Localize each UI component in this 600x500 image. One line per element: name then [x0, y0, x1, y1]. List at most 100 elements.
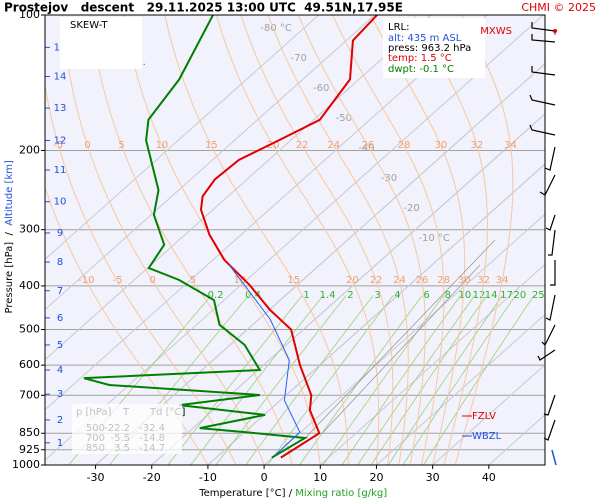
pseudo-adiabat [332, 15, 445, 465]
guide-line [303, 239, 496, 441]
mixing-ratio-line [167, 295, 303, 465]
lrl-dwpt: dwpt: -0.1 °C [388, 64, 454, 75]
altitude-label: 2 [57, 415, 63, 426]
altitude-label: 10 [54, 197, 67, 208]
altitude-label: 8 [57, 257, 63, 268]
y-tick-label: 925 [19, 443, 40, 456]
isotherm-line [263, 213, 545, 465]
isotherm-label: -80 °C [260, 23, 292, 34]
x-tick-label: 10 [313, 471, 327, 484]
mixing-ratio-label: 20 [514, 290, 527, 301]
altitude-label: 7 [57, 286, 63, 297]
isotherm-label: -40 [358, 143, 374, 154]
mixing-ratio-line [267, 295, 394, 465]
mixing-ratio-line [423, 295, 535, 465]
isotherm-line [45, 15, 488, 411]
pseudo-adiabat-label: 30 [458, 275, 471, 286]
pseudo-adiabat [89, 15, 293, 465]
mixing-ratio-label: 0.2 [208, 290, 224, 301]
mixing-ratio-label: 12 [473, 290, 486, 301]
isotherm-label: -10 °C [418, 233, 450, 244]
pseudo-adiabat-label: 15 [287, 275, 300, 286]
isotherm-line [376, 313, 545, 465]
pseudo-adiabat [267, 15, 409, 465]
isotherm-line [319, 263, 545, 465]
pseudo-adiabat-label: 28 [437, 275, 450, 286]
isotherm-label: -60 [313, 83, 329, 94]
mixing-ratio-line [299, 295, 423, 465]
mixing-ratio-label: 3 [374, 290, 380, 301]
x-label-sep: / [289, 488, 293, 499]
mixing-ratio-label: 10 [458, 290, 471, 301]
x-axis-title: Temperature [°C] / Mixing ratio [g/kg] [183, 488, 396, 499]
mixing-ratio-label: 17 [500, 290, 513, 301]
isotherm-line [207, 163, 545, 465]
altitude-label: 11 [54, 165, 67, 176]
y-tick-label: 400 [19, 279, 40, 292]
pseudo-adiabat-label: 32 [470, 140, 483, 151]
pseudo-adiabat [370, 15, 466, 465]
table-box [72, 404, 182, 454]
mxws-dot [553, 29, 557, 33]
pseudo-adiabat-label: 5 [118, 140, 124, 151]
pseudo-adiabat-label: 10 [156, 140, 169, 151]
pseudo-adiabat-label: -5 [112, 275, 122, 286]
mixing-ratio-line [402, 295, 516, 465]
pseudo-adiabat-label: 5 [190, 275, 196, 286]
profile-line [228, 264, 301, 456]
lrl-title: LRL: [388, 22, 409, 33]
wbzl-label: WBZL [472, 431, 502, 442]
mixing-ratio-label: 2 [347, 290, 353, 301]
plot-background [45, 15, 545, 465]
wind-barbs [529, 22, 556, 441]
isotherm-label: -50 [336, 113, 352, 124]
plot-area: -80 °C-70-60-50-40-30-20-10 °C0.2 0.4 1 1.4… [45, 15, 545, 465]
mixing-ratio-label: 25 [532, 290, 545, 301]
plot-frame [44, 14, 546, 466]
altitude-label: 9 [57, 228, 63, 239]
pseudo-adiabat-label: 24 [327, 140, 340, 151]
altitude-label: 4 [57, 365, 63, 376]
pseudo-adiabat-label: -10 [78, 275, 94, 286]
mxws-label: MXWS [480, 26, 512, 37]
pseudo-adiabat-label: -5 [53, 140, 63, 151]
pseudo-adiabat-label: 34 [504, 140, 517, 151]
pseudo-adiabat-label: 30 [434, 140, 447, 151]
guide-line [321, 264, 481, 434]
pseudo-adiabat-label: 32 [477, 275, 490, 286]
isotherm-line [45, 15, 376, 311]
lrl-alt: alt: 435 m ASL [388, 33, 462, 44]
pseudo-adiabat-label: 24 [393, 275, 406, 286]
y-tick-label: 300 [19, 223, 40, 236]
pseudo-adiabat-label: 0 [84, 140, 90, 151]
mixing-ratio-label: 4 [394, 290, 400, 301]
lrl-box [383, 18, 485, 78]
pseudo-adiabat-label: 26 [361, 140, 374, 151]
x-tick-label: -20 [143, 471, 161, 484]
pseudo-adiabat [45, 82, 237, 465]
x-tick-label: 30 [426, 471, 440, 484]
altitude-label: 14 [54, 72, 67, 83]
mixing-ratio-label: 0.4 [245, 290, 261, 301]
isotherm-line [45, 15, 319, 261]
isotherm-label: -30 [381, 173, 397, 184]
altitude-label: 12 [54, 135, 67, 146]
profile-line [83, 15, 309, 459]
pseudo-adiabat [123, 15, 321, 465]
mixing-ratio-line [322, 295, 444, 465]
x-label: Temperature [°C] [198, 488, 285, 499]
profile-line [199, 15, 378, 459]
pseudo-adiabat [454, 15, 514, 465]
pseudo-adiabat [298, 15, 426, 465]
isotherm-label: -20 [403, 203, 419, 214]
y-tick-label: 850 [19, 426, 40, 439]
mixing-ratio-line [245, 295, 374, 465]
altitude-label: 5 [57, 340, 63, 351]
altitude-label: 3 [57, 389, 63, 400]
altitude-label: 13 [54, 103, 67, 114]
mixing-ratio-label: 1 [303, 290, 309, 301]
isotherm-line [151, 113, 545, 465]
isotherm-line [45, 15, 432, 361]
credit: CHMI © 2025 [521, 1, 596, 14]
